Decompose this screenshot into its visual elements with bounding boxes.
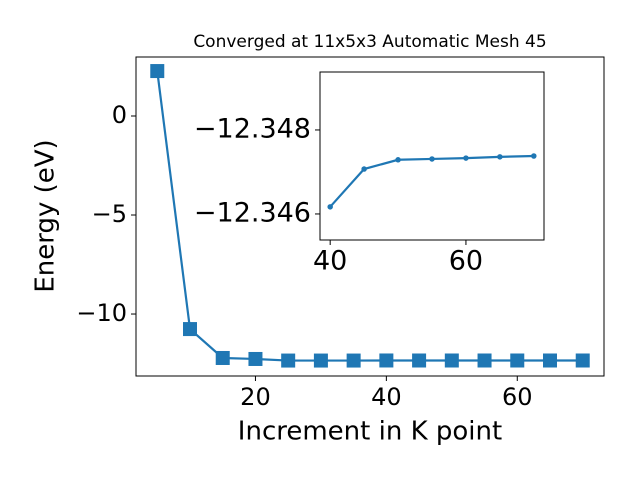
marker [575, 353, 590, 368]
marker [346, 353, 361, 368]
marker [395, 157, 401, 163]
x-tick-label: 60 [502, 383, 533, 411]
y-tick-label: −12.348 [194, 113, 311, 144]
marker [429, 156, 435, 162]
marker [477, 353, 492, 368]
marker [463, 155, 469, 161]
marker [412, 353, 427, 368]
y-tick-label: −10 [76, 299, 127, 327]
marker [543, 353, 557, 368]
x-tick-label: 60 [449, 246, 483, 277]
marker [497, 154, 503, 160]
marker [150, 64, 165, 79]
marker [444, 353, 459, 368]
marker [281, 353, 296, 368]
y-tick-label: −5 [92, 200, 127, 228]
x-axis-label: Increment in K point [238, 417, 502, 447]
x-tick-label: 40 [313, 246, 347, 277]
chart-title: Converged at 11x5x3 Automatic Mesh 45 [193, 32, 546, 52]
marker [379, 353, 394, 368]
y-tick-label: 0 [112, 101, 127, 129]
y-axis-label: Energy (eV) [31, 139, 61, 292]
y-tick-label: −12.346 [194, 197, 311, 228]
x-tick-label: 40 [371, 383, 402, 411]
marker [361, 166, 367, 172]
marker [510, 353, 525, 368]
marker [313, 353, 328, 368]
marker [327, 204, 333, 210]
marker [248, 351, 263, 366]
marker [215, 350, 230, 365]
marker [531, 153, 537, 159]
marker [183, 322, 197, 337]
x-tick-label: 20 [240, 383, 271, 411]
